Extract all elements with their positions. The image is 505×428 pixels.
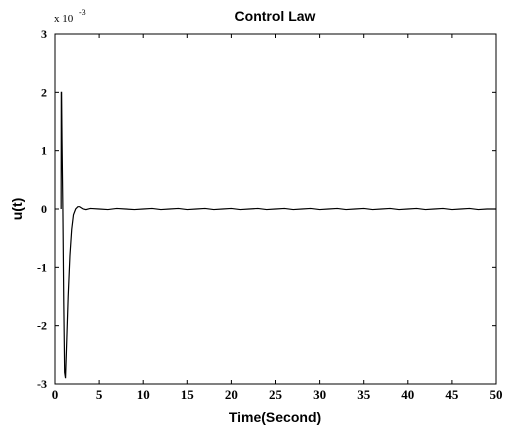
- x-tick-label: 30: [313, 387, 326, 402]
- y-tick-label: 1: [41, 144, 47, 158]
- x-tick-label: 20: [225, 387, 238, 402]
- y-tick-label: 0: [41, 202, 47, 216]
- y-multiplier-exponent: -3: [79, 8, 86, 17]
- x-tick-label: 15: [181, 387, 195, 402]
- x-tick-label: 40: [401, 387, 414, 402]
- x-tick-label: 45: [445, 387, 459, 402]
- y-multiplier-base: x 10: [54, 13, 74, 25]
- series-line-control-law: [60, 91, 496, 379]
- x-axis-label: Time(Second): [229, 409, 321, 425]
- y-tick-label: 2: [41, 85, 47, 99]
- x-tick-label: 0: [52, 387, 59, 402]
- x-tick-label: 5: [96, 387, 103, 402]
- y-axis-label: u(t): [9, 198, 25, 221]
- x-tick-label: 10: [137, 387, 150, 402]
- x-tick-label: 50: [490, 387, 503, 402]
- y-tick-label: 3: [41, 27, 47, 41]
- series-group: [60, 91, 496, 379]
- x-tick-label: 35: [357, 387, 371, 402]
- y-tick-label: -1: [37, 260, 47, 274]
- y-tick-label: -2: [37, 319, 47, 333]
- y-tick-label: -3: [37, 377, 47, 391]
- axis-ticks: 0 5 10 15 20 25 30 35 40 45 50 -3 -2 -1 0 1 2 3: [37, 27, 503, 402]
- chart-title: Control Law: [235, 8, 316, 24]
- x-tick-label: 25: [269, 387, 283, 402]
